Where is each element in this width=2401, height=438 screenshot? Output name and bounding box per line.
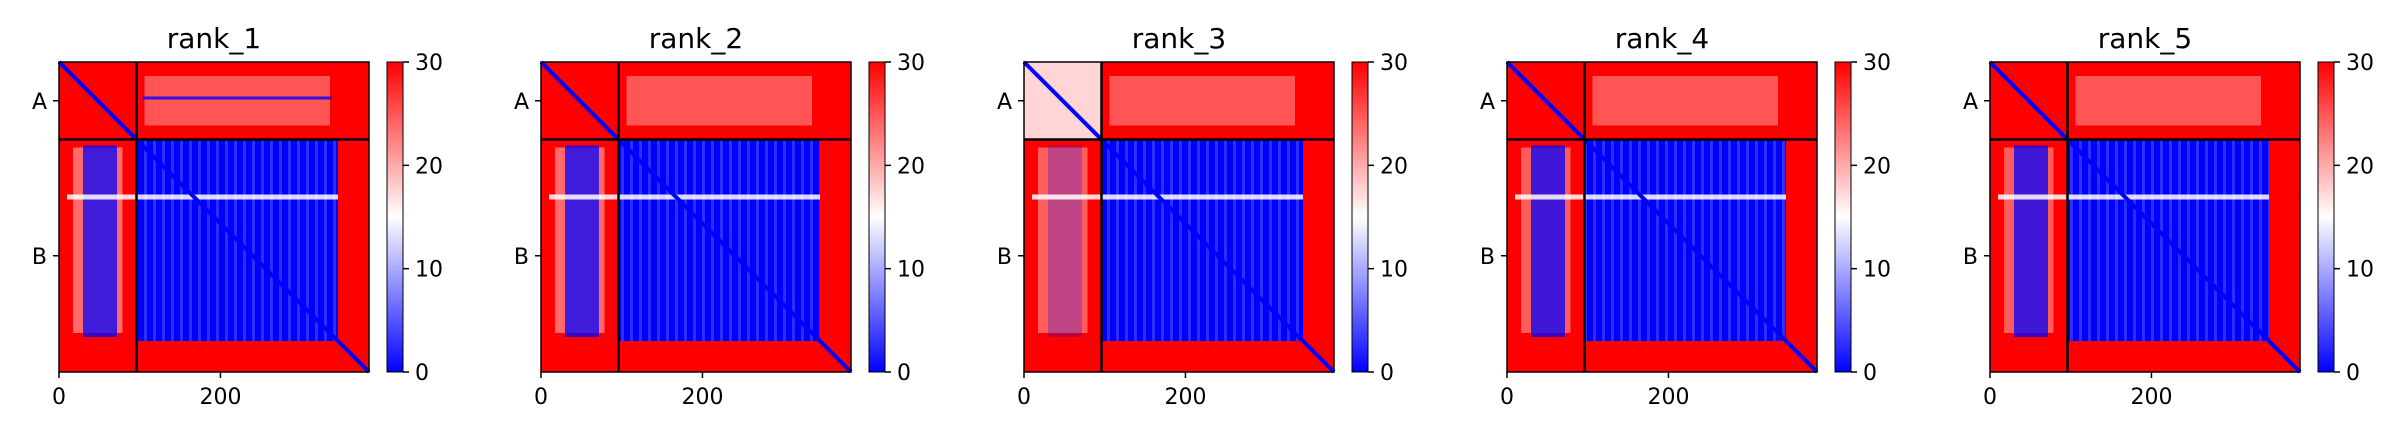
- y-tick-label: B: [514, 245, 529, 270]
- panel-title: rank_5: [2098, 22, 2192, 55]
- colorbar-frame: [2317, 61, 2335, 373]
- panel-title: rank_2: [649, 22, 743, 55]
- bb-white-band: [1515, 194, 1786, 200]
- colorbar-tick-label: 30: [1380, 51, 1408, 76]
- colorbar: [387, 62, 403, 372]
- colorbar-tick-label: 30: [2346, 51, 2374, 76]
- colorbar: [1352, 62, 1368, 372]
- diagonal-line: [1022, 60, 1336, 374]
- colorbar-tick-label: 0: [1380, 361, 1394, 386]
- diagonal-line: [1988, 60, 2302, 374]
- colorbar-tick-label: 10: [897, 258, 925, 283]
- panel-title: rank_4: [1615, 22, 1709, 55]
- ba-interface-block: [1038, 147, 1088, 333]
- heatmap-panel-4: rank_4 A B 0 200 0 10 20 30: [1480, 22, 1891, 410]
- ab-interface-block: [1109, 76, 1295, 126]
- ba-low-error-column: [83, 145, 117, 337]
- x-tick-label: 200: [2130, 385, 2172, 410]
- colorbar-tick-label: 0: [1863, 361, 1877, 386]
- x-tick-label: 0: [1983, 385, 1997, 410]
- diagonal-line: [539, 60, 853, 374]
- colorbar-tick-label: 20: [415, 154, 443, 179]
- ba-low-error-column: [2014, 145, 2048, 337]
- colorbar-tick-label: 10: [2346, 258, 2374, 283]
- x-tick-label: 200: [681, 385, 723, 410]
- colorbar-tick-label: 30: [1863, 51, 1891, 76]
- axes-frame: [1989, 61, 2301, 373]
- bb-white-band: [1998, 194, 2269, 200]
- diagonal-line: [57, 60, 371, 374]
- ab-interface-block: [1592, 76, 1778, 126]
- panel-title: rank_1: [167, 22, 261, 55]
- ba-low-error-column: [565, 145, 599, 337]
- colorbar-tick-label: 20: [1380, 154, 1408, 179]
- y-tick-label: A: [1480, 90, 1495, 115]
- y-tick-label: B: [1480, 245, 1495, 270]
- y-tick-label: A: [514, 90, 529, 115]
- y-tick-label: A: [1963, 90, 1978, 115]
- colorbar-frame: [868, 61, 886, 373]
- colorbar: [1835, 62, 1851, 372]
- colorbar-tick-label: 30: [415, 51, 443, 76]
- colorbar-tick-label: 30: [897, 51, 925, 76]
- y-tick-label: B: [1963, 245, 1978, 270]
- colorbar-frame: [386, 61, 404, 373]
- colorbar-tick-label: 10: [1380, 258, 1408, 283]
- axes-frame: [1023, 61, 1335, 373]
- colorbar-tick-label: 20: [2346, 154, 2374, 179]
- colorbar-tick-label: 20: [1863, 154, 1891, 179]
- heatmap-panel-2: rank_2 A B 0 200 0 10 20 30: [514, 22, 925, 410]
- y-tick-label: A: [997, 90, 1012, 115]
- x-tick-label: 200: [199, 385, 241, 410]
- x-tick-label: 200: [1647, 385, 1689, 410]
- colorbar-tick-label: 0: [415, 361, 429, 386]
- heatmap-panel-5: rank_5 A B 0 200 0 10 20 30: [1963, 22, 2374, 410]
- y-tick-label: B: [32, 245, 47, 270]
- axes-frame: [58, 61, 370, 373]
- bb-white-band: [67, 194, 338, 200]
- ba-low-error-column: [1048, 145, 1082, 337]
- x-tick-label: 0: [52, 385, 66, 410]
- colorbar-tick-label: 0: [2346, 361, 2360, 386]
- x-tick-label: 0: [534, 385, 548, 410]
- axes-frame: [1506, 61, 1818, 373]
- x-tick-label: 0: [1017, 385, 1031, 410]
- ab-interface-block: [626, 76, 812, 126]
- y-tick-label: A: [32, 90, 47, 115]
- axes-frame: [540, 61, 852, 373]
- panel-title: rank_3: [1132, 22, 1226, 55]
- ab-interface-block: [2075, 76, 2261, 126]
- x-tick-label: 200: [1164, 385, 1206, 410]
- colorbar-tick-label: 0: [897, 361, 911, 386]
- diagonal-line: [1505, 60, 1819, 374]
- colorbar-tick-label: 10: [1863, 258, 1891, 283]
- colorbar: [869, 62, 885, 372]
- colorbar: [2318, 62, 2334, 372]
- ab-interface-block: [144, 76, 330, 126]
- heatmap-panel-1: rank_1 A B 0 200 0 10 20 30: [32, 22, 443, 410]
- bb-white-band: [1032, 194, 1303, 200]
- colorbar-frame: [1351, 61, 1369, 373]
- x-tick-label: 0: [1500, 385, 1514, 410]
- heatmap-panel-3: rank_3 A B 0 200 0 10 20 30: [997, 22, 1408, 410]
- ba-low-error-column: [1531, 145, 1565, 337]
- colorbar-tick-label: 10: [415, 258, 443, 283]
- y-tick-label: B: [997, 245, 1012, 270]
- bb-white-band: [549, 194, 820, 200]
- colorbar-tick-label: 20: [897, 154, 925, 179]
- colorbar-frame: [1834, 61, 1852, 373]
